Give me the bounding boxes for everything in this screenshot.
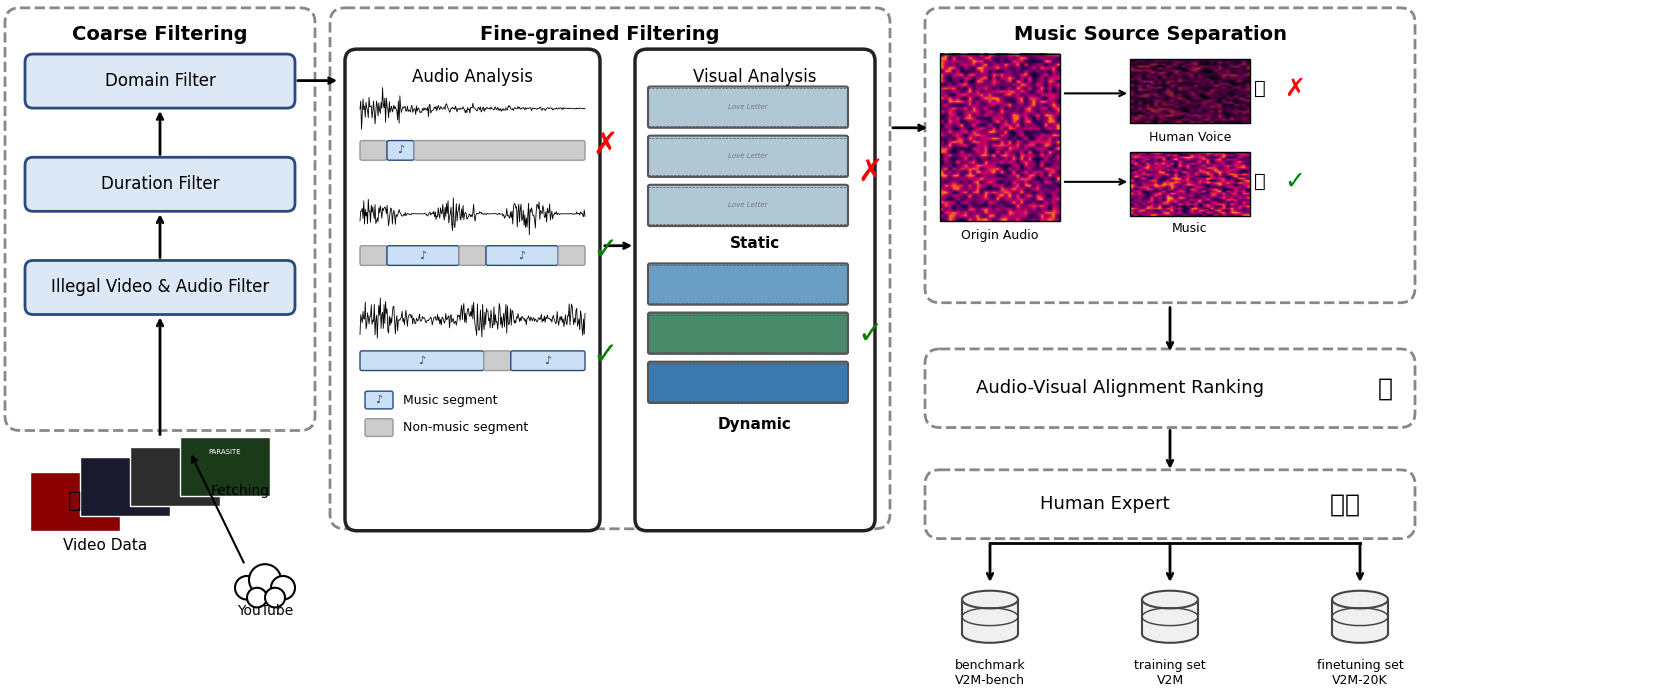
FancyBboxPatch shape — [648, 86, 849, 128]
Bar — [962, 600, 1018, 634]
Text: 🎙: 🎙 — [1254, 79, 1266, 98]
Circle shape — [271, 576, 296, 600]
FancyBboxPatch shape — [387, 140, 414, 160]
Bar — [179, 437, 271, 496]
Text: ✗: ✗ — [857, 158, 882, 187]
FancyBboxPatch shape — [648, 361, 849, 403]
Bar — [1129, 59, 1251, 123]
FancyBboxPatch shape — [25, 261, 296, 314]
FancyBboxPatch shape — [458, 246, 487, 265]
FancyBboxPatch shape — [925, 8, 1415, 303]
Text: ✓: ✓ — [593, 236, 618, 265]
Text: Audio Analysis: Audio Analysis — [412, 68, 533, 86]
Bar — [1143, 600, 1198, 634]
Bar — [940, 54, 1060, 221]
Ellipse shape — [1332, 625, 1389, 643]
Bar — [1129, 152, 1251, 216]
FancyBboxPatch shape — [635, 49, 875, 531]
Bar — [130, 447, 219, 507]
FancyBboxPatch shape — [510, 351, 585, 370]
FancyBboxPatch shape — [25, 54, 296, 108]
Ellipse shape — [962, 591, 1018, 608]
Text: Human Voice: Human Voice — [1149, 131, 1231, 144]
FancyBboxPatch shape — [387, 246, 458, 265]
Text: Music Source Separation: Music Source Separation — [1013, 25, 1287, 44]
Text: Dynamic: Dynamic — [718, 417, 792, 432]
FancyBboxPatch shape — [365, 391, 394, 409]
FancyBboxPatch shape — [483, 351, 510, 370]
Text: Coarse Filtering: Coarse Filtering — [71, 25, 247, 44]
Text: ♪: ♪ — [397, 145, 404, 155]
Text: PARASITE: PARASITE — [209, 449, 241, 455]
FancyBboxPatch shape — [558, 246, 585, 265]
Text: finetuning set
V2M-20K: finetuning set V2M-20K — [1317, 659, 1404, 687]
FancyBboxPatch shape — [331, 8, 890, 529]
Text: ✓: ✓ — [593, 341, 618, 370]
Ellipse shape — [962, 625, 1018, 643]
Text: Non-music segment: Non-music segment — [404, 421, 528, 434]
Text: YouTube: YouTube — [238, 605, 292, 618]
Circle shape — [234, 576, 259, 600]
Ellipse shape — [1143, 591, 1198, 608]
Text: Love Letter: Love Letter — [728, 153, 767, 160]
FancyBboxPatch shape — [345, 49, 600, 531]
Text: training set
V2M: training set V2M — [1134, 659, 1206, 687]
Bar — [1332, 600, 1389, 634]
Text: Audio-Visual Alignment Ranking: Audio-Visual Alignment Ranking — [977, 379, 1264, 397]
Text: ♪: ♪ — [419, 356, 425, 366]
Text: 🧑‍💻: 🧑‍💻 — [1330, 492, 1360, 516]
Circle shape — [247, 588, 267, 607]
FancyBboxPatch shape — [487, 246, 558, 265]
Circle shape — [266, 588, 286, 607]
Text: Music segment: Music segment — [404, 394, 498, 406]
Text: benchmark
V2M-bench: benchmark V2M-bench — [955, 659, 1025, 687]
Text: ♪: ♪ — [420, 251, 427, 261]
Text: Human Expert: Human Expert — [1040, 495, 1169, 513]
Text: ♪: ♪ — [545, 356, 551, 366]
Text: Duration Filter: Duration Filter — [101, 175, 219, 193]
FancyBboxPatch shape — [365, 419, 394, 437]
Ellipse shape — [1143, 625, 1198, 643]
Text: ✗: ✗ — [1284, 77, 1306, 100]
Text: Origin Audio: Origin Audio — [962, 229, 1038, 243]
Text: Love Letter: Love Letter — [728, 104, 767, 110]
Text: Visual Analysis: Visual Analysis — [693, 68, 817, 86]
Text: Love Letter: Love Letter — [728, 202, 767, 209]
Bar — [30, 472, 120, 531]
FancyBboxPatch shape — [360, 140, 387, 160]
FancyBboxPatch shape — [648, 184, 849, 226]
Text: Music: Music — [1173, 222, 1208, 234]
FancyBboxPatch shape — [5, 8, 316, 430]
Text: Fine-grained Filtering: Fine-grained Filtering — [480, 25, 719, 44]
Text: ♪: ♪ — [518, 251, 525, 261]
FancyBboxPatch shape — [648, 263, 849, 305]
Circle shape — [249, 564, 281, 596]
Text: Fetching: Fetching — [211, 484, 269, 498]
FancyBboxPatch shape — [648, 312, 849, 354]
FancyBboxPatch shape — [925, 349, 1415, 428]
Text: Video Data: Video Data — [63, 538, 148, 553]
Text: ✓: ✓ — [1284, 170, 1306, 194]
FancyBboxPatch shape — [360, 351, 483, 370]
FancyBboxPatch shape — [414, 140, 585, 160]
Text: ✗: ✗ — [593, 131, 618, 160]
Text: 🎵: 🎵 — [1254, 172, 1266, 191]
Text: Illegal Video & Audio Filter: Illegal Video & Audio Filter — [51, 278, 269, 296]
Text: Domain Filter: Domain Filter — [105, 72, 216, 90]
Bar — [80, 457, 169, 516]
Text: 📊: 📊 — [1377, 376, 1392, 400]
FancyBboxPatch shape — [925, 470, 1415, 538]
Ellipse shape — [1332, 591, 1389, 608]
Text: ♪: ♪ — [375, 395, 382, 405]
FancyBboxPatch shape — [25, 158, 296, 211]
Text: ✓: ✓ — [857, 320, 882, 349]
FancyBboxPatch shape — [648, 135, 849, 177]
Text: 🕷: 🕷 — [68, 491, 81, 511]
Text: Static: Static — [729, 236, 781, 252]
FancyBboxPatch shape — [360, 246, 387, 265]
